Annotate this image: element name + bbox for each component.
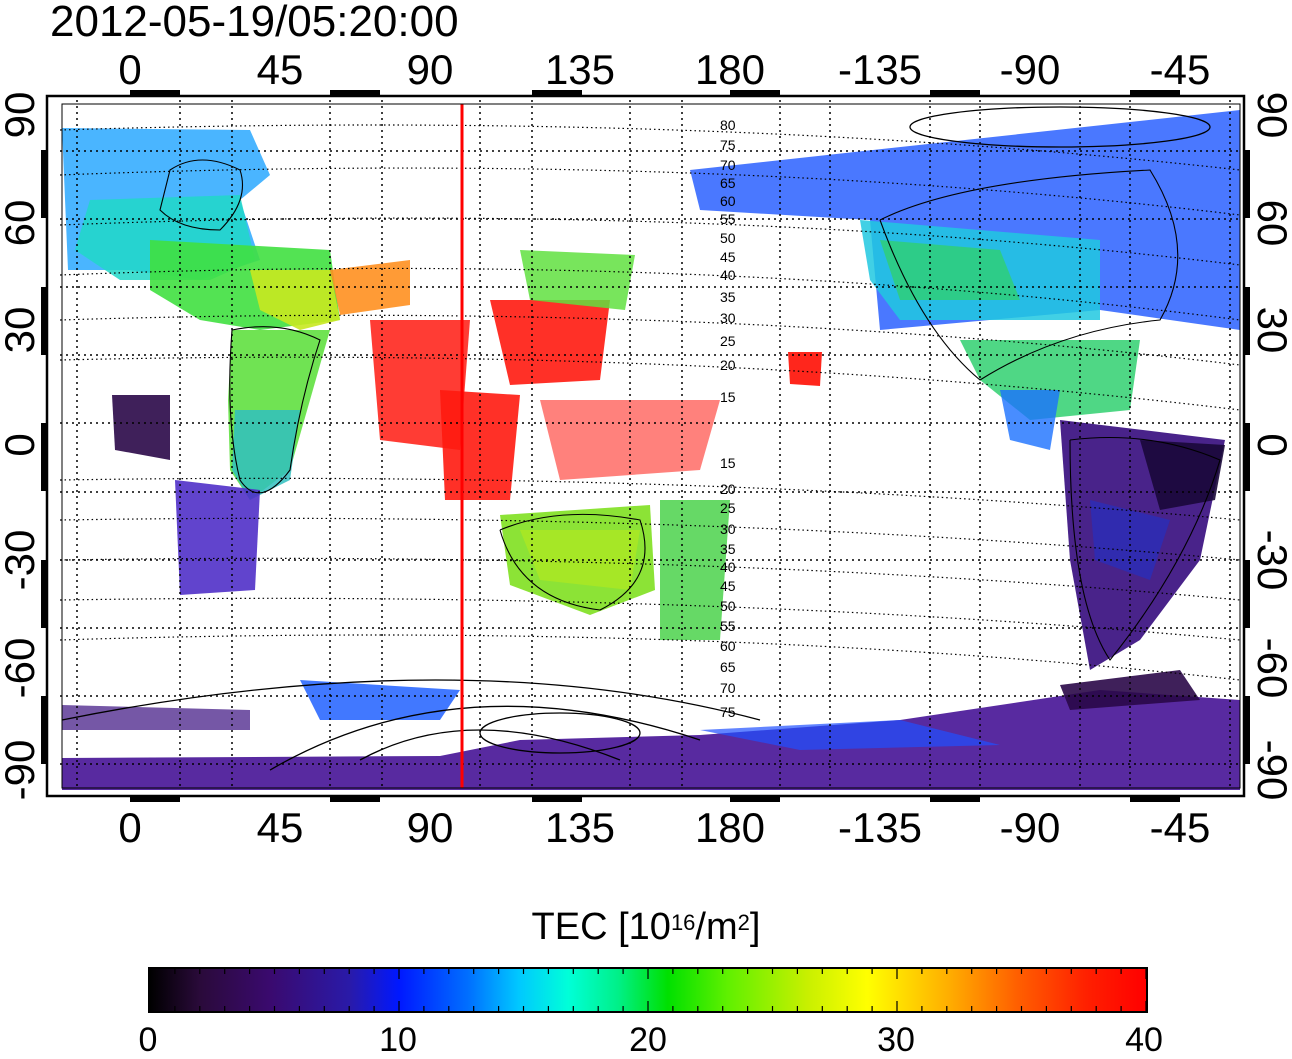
lat-label-left: -60 [0,638,43,699]
contour-label: 35 [720,289,736,305]
contour-label: 40 [720,559,736,575]
colorbar-title-unit: /m [695,906,738,948]
contour-labels: 80 75 70 65 60 55 50 45 40 35 30 25 20 1… [720,117,736,720]
lat-label-right: -30 [1249,530,1292,591]
lon-label-top: -90 [1000,46,1061,93]
lon-label-top: 0 [118,46,141,93]
colorbar-tick-label: 40 [1125,1021,1163,1059]
lat-label-left: 90 [0,92,43,139]
lon-label-top: 180 [695,46,765,93]
contour-label: 75 [720,704,736,720]
lon-label-bottom: -135 [838,804,922,851]
contour-label: 15 [720,455,736,471]
lon-label-bottom: 135 [545,804,615,851]
right-latitude-labels: 90 60 30 0 -30 -60 -90 [1249,92,1292,801]
contour-label: 55 [720,211,736,227]
contour-label: 75 [720,137,736,153]
lon-label-top: 45 [257,46,304,93]
lat-label-right: 90 [1249,92,1292,139]
lon-label-bottom: 180 [695,804,765,851]
timestamp-title: 2012-05-19/05:20:00 [50,0,459,46]
graticule [60,100,1240,788]
colorbar-tick-label: 10 [379,1021,417,1059]
bottom-longitude-labels: 0 45 90 135 180 -135 -90 -45 [118,804,1210,851]
lat-label-left: 30 [0,307,43,354]
contour-label: 55 [720,618,736,634]
colorbar-tick-label: 20 [629,1021,667,1059]
lat-label-right: 30 [1249,307,1292,354]
contour-label: 40 [720,267,736,283]
contour-label: 60 [720,638,736,654]
lat-label-right: -60 [1249,638,1292,699]
contour-label: 30 [720,521,736,537]
contour-label: 70 [720,680,736,696]
contour-label: 20 [720,357,736,373]
lat-label-right: 60 [1249,200,1292,247]
lat-label-right: -90 [1249,740,1292,801]
colorbar-title-unit-exponent: 2 [737,910,750,935]
colorbar-title-close: ] [749,906,761,948]
axis-tick-bars [41,90,1250,802]
lat-label-left: -90 [0,740,43,801]
lat-label-right: 0 [1249,433,1292,456]
lon-label-bottom: 45 [257,804,304,851]
contour-label: 45 [720,249,736,265]
contour-label: 30 [720,310,736,326]
contour-label: 50 [720,598,736,614]
colorbar-tick-label: 30 [877,1021,915,1059]
lon-label-top: -135 [838,46,922,93]
lat-label-left: 0 [0,433,43,456]
contour-label: 35 [720,541,736,557]
colorbar-minor-ticks [149,969,1147,1011]
colorbar-tick-label: 0 [138,1021,158,1059]
tec-map: 80 75 70 65 60 55 50 45 40 35 30 25 20 1… [0,46,1292,851]
lon-label-bottom: -45 [1150,804,1211,851]
contour-label: 50 [720,230,736,246]
top-longitude-labels: 0 45 90 135 180 -135 -90 -45 [118,46,1210,93]
lon-label-bottom: -90 [1000,804,1061,851]
coastlines [159,159,1221,661]
left-latitude-labels: 90 60 30 0 -30 -60 -90 [0,92,43,801]
lat-label-left: -30 [0,530,43,591]
contour-label: 65 [720,659,736,675]
colorbar-title-exponent: 16 [670,910,696,935]
contour-label: 15 [720,389,736,405]
contour-label: 80 [720,117,736,133]
colorbar-title: TEC [1016/m2] [0,905,1292,949]
contour-label: 25 [720,333,736,349]
contour-label: 45 [720,578,736,594]
contour-label: 20 [720,481,736,497]
auroral-oval-contours [61,106,1211,771]
lat-label-left: 60 [0,200,43,247]
lon-label-bottom: 90 [407,804,454,851]
contour-label: 70 [720,157,736,173]
lon-label-top: 135 [545,46,615,93]
lon-label-bottom: 0 [118,804,141,851]
tec-data-layer [62,110,1240,790]
colorbar-title-text: TEC [10 [531,906,671,948]
lon-label-top: 90 [407,46,454,93]
lon-label-top: -45 [1150,46,1211,93]
contour-label: 65 [720,175,736,191]
contour-label: 25 [720,500,736,516]
contour-label: 60 [720,193,736,209]
